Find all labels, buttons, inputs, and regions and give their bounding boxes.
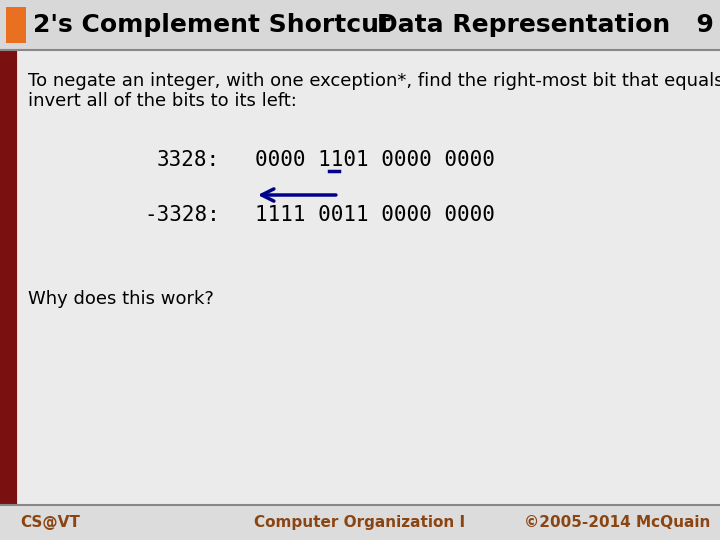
FancyBboxPatch shape xyxy=(0,50,17,505)
Text: invert all of the bits to its left:: invert all of the bits to its left: xyxy=(28,92,297,110)
Text: Why does this work?: Why does this work? xyxy=(28,290,214,308)
Text: ©2005-2014 McQuain: ©2005-2014 McQuain xyxy=(523,515,710,530)
Text: 1111 0011 0000 0000: 1111 0011 0000 0000 xyxy=(255,205,495,225)
Text: -3328:: -3328: xyxy=(144,205,220,225)
Text: 2's Complement Shortcut: 2's Complement Shortcut xyxy=(33,13,391,37)
Text: CS@VT: CS@VT xyxy=(20,515,80,530)
Text: Computer Organization I: Computer Organization I xyxy=(254,515,466,530)
Text: To negate an integer, with one exception*, find the right-most bit that equals 1: To negate an integer, with one exception… xyxy=(28,72,720,90)
Text: Data Representation   9: Data Representation 9 xyxy=(377,13,714,37)
Text: 3328:: 3328: xyxy=(157,150,220,170)
Text: 0000 1101 0000 0000: 0000 1101 0000 0000 xyxy=(255,150,495,170)
FancyBboxPatch shape xyxy=(6,7,26,43)
FancyBboxPatch shape xyxy=(0,0,720,50)
FancyBboxPatch shape xyxy=(18,50,720,505)
